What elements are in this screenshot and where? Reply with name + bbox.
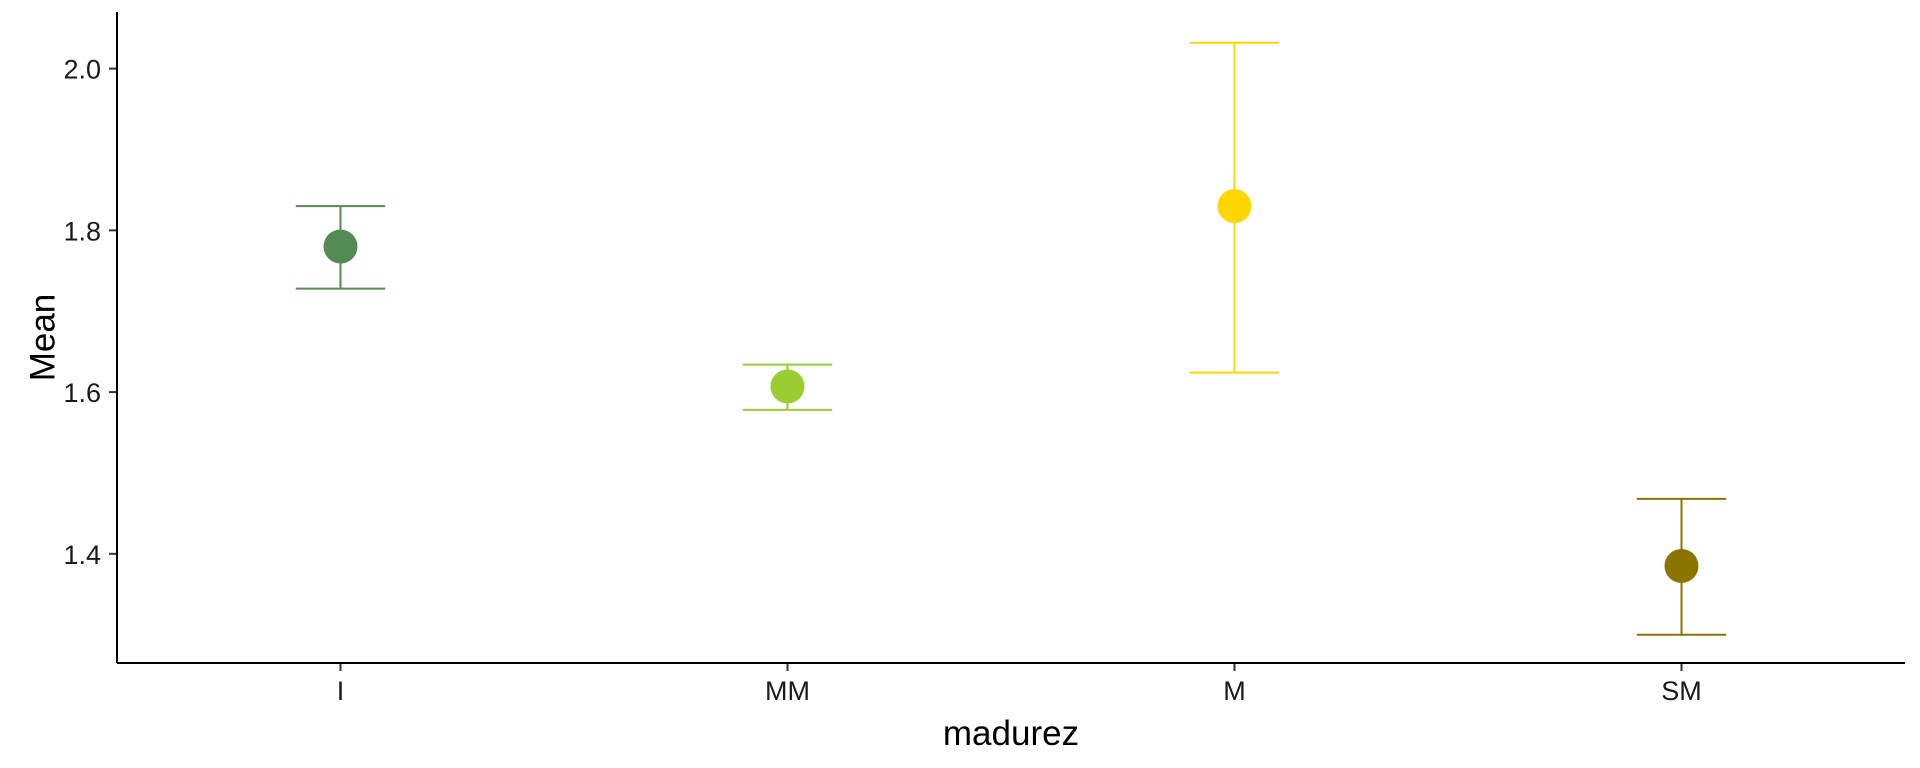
x-axis-ticks: I MM M SM xyxy=(337,663,1702,706)
y-axis-title: Mean xyxy=(23,294,62,382)
mean-point xyxy=(1664,548,1699,583)
errorbar-group xyxy=(1636,497,1727,636)
y-axis-ticks: 1.4 1.6 1.8 2.0 xyxy=(63,55,117,570)
errorbar-group xyxy=(295,205,386,290)
mean-point xyxy=(323,229,358,264)
mean-point xyxy=(770,369,805,404)
y-tick-label: 1.8 xyxy=(63,216,101,246)
x-axis-title: madurez xyxy=(943,714,1079,753)
y-tick-label: 1.4 xyxy=(63,540,101,570)
y-tick-label: 1.6 xyxy=(63,378,101,408)
x-tick-label: MM xyxy=(765,676,810,706)
x-tick-label: M xyxy=(1223,676,1246,706)
errorbar-group xyxy=(1189,41,1280,374)
mean-point xyxy=(1217,189,1252,224)
y-tick-label: 2.0 xyxy=(63,55,101,85)
x-tick-label: SM xyxy=(1661,676,1702,706)
plot-marks xyxy=(295,41,1727,636)
errorbar-group xyxy=(742,363,833,411)
x-tick-label: I xyxy=(337,676,345,706)
